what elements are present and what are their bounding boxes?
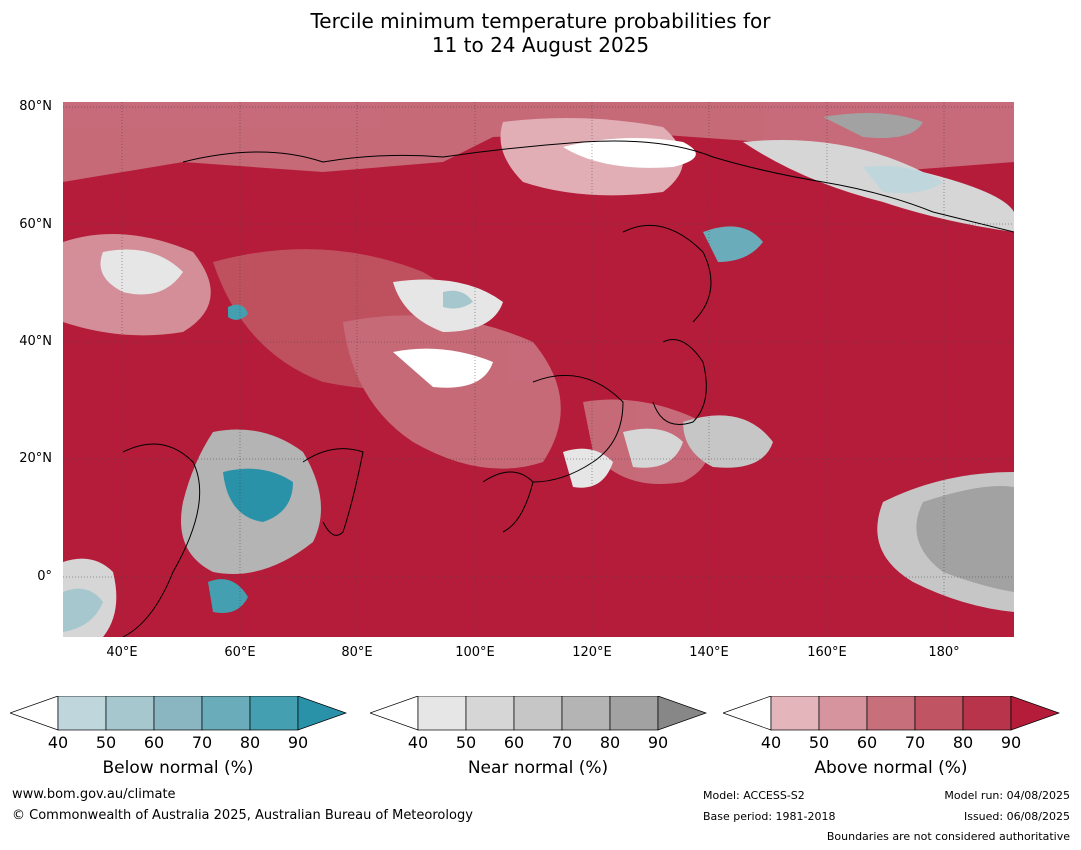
cbar-above-tick: 80 <box>952 733 974 752</box>
cbar-below-segment-4 <box>201 696 251 731</box>
cbar-near-tick: 80 <box>599 733 621 752</box>
base-period: Base period: 1981-2018 <box>703 810 836 823</box>
cbar-above-segment-0 <box>723 696 772 731</box>
lat-label-0: 0° <box>37 569 52 584</box>
cbar-below-tick: 40 <box>47 733 69 752</box>
model-run-date: Model run: 04/08/2025 <box>944 789 1070 802</box>
cbar-near-tick: 40 <box>407 733 429 752</box>
cbar-below-tick: 80 <box>239 733 261 752</box>
cbar-below-tick: 50 <box>95 733 117 752</box>
cbar-near-tick: 60 <box>503 733 525 752</box>
coastlines <box>122 140 1014 637</box>
lon-label-40e: 40°E <box>106 645 138 660</box>
lon-label-120e: 120°E <box>572 645 612 660</box>
map-title-line-2: 11 to 24 August 2025 <box>431 33 650 57</box>
cbar-near-segment-1 <box>417 696 467 731</box>
cbar-above-tick: 40 <box>760 733 782 752</box>
cbar-near-segment-0 <box>370 696 419 731</box>
cbar-above-segment-5 <box>962 696 1012 731</box>
cbar-below-segment-3 <box>153 696 203 731</box>
lat-label-20n: 20°N <box>19 451 52 466</box>
cbar-below-title: Below normal (%) <box>102 758 254 778</box>
cbar-above-segment-6 <box>1010 696 1061 731</box>
cbar-below-segment-2 <box>105 696 155 731</box>
lon-label-160e: 160°E <box>807 645 847 660</box>
above-normal-colorbar <box>723 696 1061 731</box>
map-title-line-1: Tercile minimum temperature probabilitie… <box>310 9 771 33</box>
near-normal-colorbar <box>370 696 708 731</box>
cbar-above-segment-3 <box>866 696 916 731</box>
cbar-near-segment-2 <box>465 696 515 731</box>
cbar-below-tick: 90 <box>287 733 309 752</box>
lat-label-80n: 80°N <box>19 99 52 114</box>
lat-label-40n: 40°N <box>19 334 52 349</box>
below-normal-colorbar <box>10 696 348 731</box>
cbar-above-segment-1 <box>770 696 820 731</box>
cbar-above-tick: 90 <box>1000 733 1022 752</box>
cbar-above-tick: 60 <box>856 733 878 752</box>
boundaries-disclaimer: Boundaries are not considered authoritat… <box>826 830 1070 843</box>
lon-label-60e: 60°E <box>224 645 256 660</box>
model-name: Model: ACCESS-S2 <box>703 789 805 802</box>
cbar-near-segment-6 <box>657 696 708 731</box>
website-link[interactable]: www.bom.gov.au/climate <box>12 787 176 802</box>
cbar-above-segment-2 <box>818 696 868 731</box>
below-normal-regions <box>63 166 943 632</box>
cbar-near-segment-5 <box>609 696 659 731</box>
cbar-near-tick: 50 <box>455 733 477 752</box>
cbar-above-tick: 70 <box>904 733 926 752</box>
cbar-below-segment-0 <box>10 696 59 731</box>
graticule <box>63 102 1014 637</box>
cbar-above-tick: 50 <box>808 733 830 752</box>
cbar-above-title: Above normal (%) <box>814 758 968 778</box>
lon-label-140e: 140°E <box>689 645 729 660</box>
cbar-near-tick: 90 <box>647 733 669 752</box>
cbar-near-tick: 70 <box>551 733 573 752</box>
cbar-below-segment-6 <box>297 696 348 731</box>
cbar-below-segment-1 <box>57 696 107 731</box>
issued-date: Issued: 06/08/2025 <box>963 810 1070 823</box>
lon-label-100e: 100°E <box>455 645 495 660</box>
cbar-near-segment-3 <box>513 696 563 731</box>
cbar-below-tick: 70 <box>191 733 213 752</box>
lon-label-180: 180° <box>928 645 960 660</box>
lat-label-60n: 60°N <box>19 217 52 232</box>
cbar-near-title: Near normal (%) <box>467 758 609 778</box>
cbar-below-segment-5 <box>249 696 299 731</box>
cbar-below-tick: 60 <box>143 733 165 752</box>
copyright-text: © Commonwealth of Australia 2025, Austra… <box>12 808 473 823</box>
lon-label-80e: 80°E <box>341 645 373 660</box>
probability-map <box>63 102 1014 637</box>
cbar-near-segment-4 <box>561 696 611 731</box>
cbar-above-segment-4 <box>914 696 964 731</box>
